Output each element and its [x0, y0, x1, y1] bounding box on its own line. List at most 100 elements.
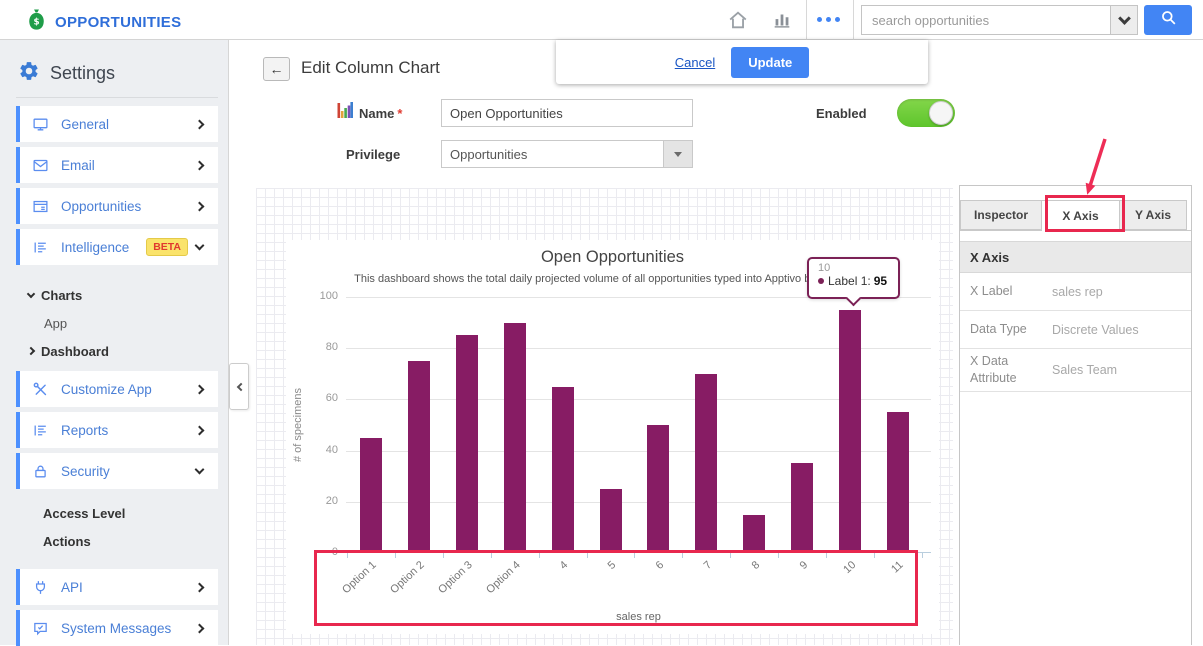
tab-y-axis[interactable]: Y Axis — [1120, 200, 1187, 230]
bar-9[interactable] — [791, 463, 814, 553]
message-icon — [32, 620, 49, 637]
chevron-right-icon — [194, 384, 205, 394]
y-tick-label: 80 — [325, 341, 338, 354]
privilege-select[interactable]: Opportunities — [441, 140, 693, 168]
property-row: Data Type Discrete Values — [960, 311, 1191, 349]
bar-11[interactable] — [886, 412, 909, 553]
bar-10[interactable] — [839, 309, 861, 553]
select-dropdown-button[interactable] — [663, 141, 692, 167]
name-field[interactable] — [441, 99, 693, 127]
chevron-right-icon — [194, 160, 205, 170]
enabled-toggle[interactable] — [897, 99, 955, 127]
update-button[interactable]: Update — [731, 46, 810, 78]
axis-tick — [778, 553, 780, 558]
settings-sidebar: Settings General Email Opportunities Intell… — [0, 40, 228, 646]
bar-option-4[interactable] — [503, 322, 526, 553]
inspector-table: X Label sales rep Data Type Discrete Values… — [960, 273, 1191, 392]
sidebar-item-intelligence[interactable]: Intelligence BETA — [16, 229, 218, 265]
x-tick-label-text: 8 — [749, 559, 763, 572]
report-icon — [32, 239, 49, 256]
axis-tick — [442, 553, 444, 558]
bar-option-3[interactable] — [455, 335, 478, 553]
tab-inspector[interactable]: Inspector — [960, 200, 1042, 230]
chevron-right-icon — [194, 201, 205, 211]
property-value[interactable]: Sales Team — [1052, 362, 1118, 377]
monitor-icon — [32, 116, 49, 133]
property-label: Data Type — [970, 322, 1027, 337]
y-axis-title: # of specimens — [292, 388, 304, 462]
tooltip-series-label: Label 1: — [828, 274, 871, 288]
column-chart-icon[interactable] — [771, 9, 793, 31]
sidebar-item-label: General — [61, 116, 110, 132]
chevron-down-icon — [674, 151, 682, 157]
sidebar-item-opportunities[interactable]: Opportunities — [16, 188, 218, 224]
search-button[interactable] — [1144, 5, 1192, 35]
axis-tick — [682, 553, 684, 558]
x-tick-label-text: 9 — [797, 559, 811, 572]
app-logo[interactable]: $ OPPORTUNITIES — [26, 8, 181, 37]
sidebar-item-charts[interactable]: Charts — [0, 281, 228, 309]
app-title: OPPORTUNITIES — [55, 14, 182, 31]
required-mark: * — [397, 106, 403, 121]
sidebar-item-email[interactable]: Email — [16, 147, 218, 183]
x-tick-label-text: Option 2 — [388, 559, 428, 597]
chevron-right-icon — [194, 119, 205, 129]
gridline — [346, 501, 931, 503]
sidebar-item-system-messages[interactable]: System Messages — [16, 610, 218, 646]
bar-8[interactable] — [743, 514, 766, 553]
plug-icon — [32, 579, 49, 596]
bar-6[interactable] — [647, 425, 670, 553]
divider — [16, 97, 218, 98]
chevron-right-icon — [26, 346, 36, 356]
settings-header: Settings — [0, 40, 228, 87]
sidebar-item-customize-app[interactable]: Customize App — [16, 371, 218, 407]
sidebar-item-app[interactable]: App — [0, 309, 228, 337]
sidebar-collapse-handle[interactable] — [229, 363, 249, 410]
y-tick-label: 100 — [319, 290, 338, 302]
tooltip-value: 95 — [873, 274, 888, 288]
tooltip-category: 10 — [818, 262, 831, 274]
chevron-right-icon — [194, 623, 205, 633]
bar-option-1[interactable] — [360, 437, 382, 553]
sidebar-item-reports[interactable]: Reports — [16, 412, 218, 448]
axis-tick — [634, 553, 636, 558]
x-tick-label-text: 10 — [841, 559, 859, 577]
sidebar-item-dashboard[interactable]: Dashboard — [0, 337, 228, 365]
separator — [853, 0, 854, 40]
sidebar-item-general[interactable]: General — [16, 106, 218, 142]
gridline — [346, 297, 931, 298]
property-label: X Label — [970, 284, 1013, 299]
ellipsis-menu-icon[interactable] — [817, 17, 840, 22]
main-content: Cancel Update ← Edit Column Chart Name * … — [228, 40, 1203, 645]
toggle-knob — [929, 101, 953, 125]
property-value[interactable]: Discrete Values — [1052, 322, 1139, 337]
back-button[interactable]: ← — [263, 57, 290, 81]
sidebar-item-label: Reports — [61, 422, 109, 438]
cancel-button[interactable]: Cancel — [674, 54, 716, 70]
tab-x-axis[interactable]: X Axis — [1042, 200, 1120, 231]
sidebar-item-label: Dashboard — [41, 343, 109, 359]
sidebar-item-actions[interactable]: Actions — [0, 527, 228, 555]
chart-tooltip: 10 Label 1: 95 — [807, 257, 900, 307]
bar-5[interactable] — [599, 489, 622, 553]
sidebar-item-label: Intelligence — [61, 239, 130, 255]
money-bag-icon: $ — [26, 8, 47, 37]
search-scope-dropdown[interactable] — [1110, 6, 1137, 34]
x-tick-label-text: Option 3 — [436, 559, 475, 597]
search-input[interactable] — [862, 6, 1110, 34]
settings-title: Settings — [50, 63, 116, 83]
sidebar-item-api[interactable]: API — [16, 569, 218, 605]
chevron-right-icon — [194, 425, 205, 435]
sidebar-item-access-level[interactable]: Access Level — [0, 499, 228, 527]
bar-7[interactable] — [695, 373, 718, 553]
bar-4[interactable] — [551, 386, 574, 553]
chart-plot: # of specimens 0 20 40 60 80 100 Option 1 Optio… — [292, 290, 931, 596]
sidebar-item-label: Customize App — [61, 381, 152, 397]
bar-option-2[interactable] — [407, 361, 430, 553]
y-tick-label: 60 — [325, 392, 338, 405]
sidebar-item-security[interactable]: Security — [16, 453, 218, 489]
property-value[interactable]: sales rep — [1052, 284, 1103, 299]
home-icon[interactable] — [727, 9, 749, 31]
x-tick-label-text: Option 1 — [340, 559, 380, 597]
inspector-tabs: Inspector X Axis Y Axis — [960, 200, 1191, 231]
